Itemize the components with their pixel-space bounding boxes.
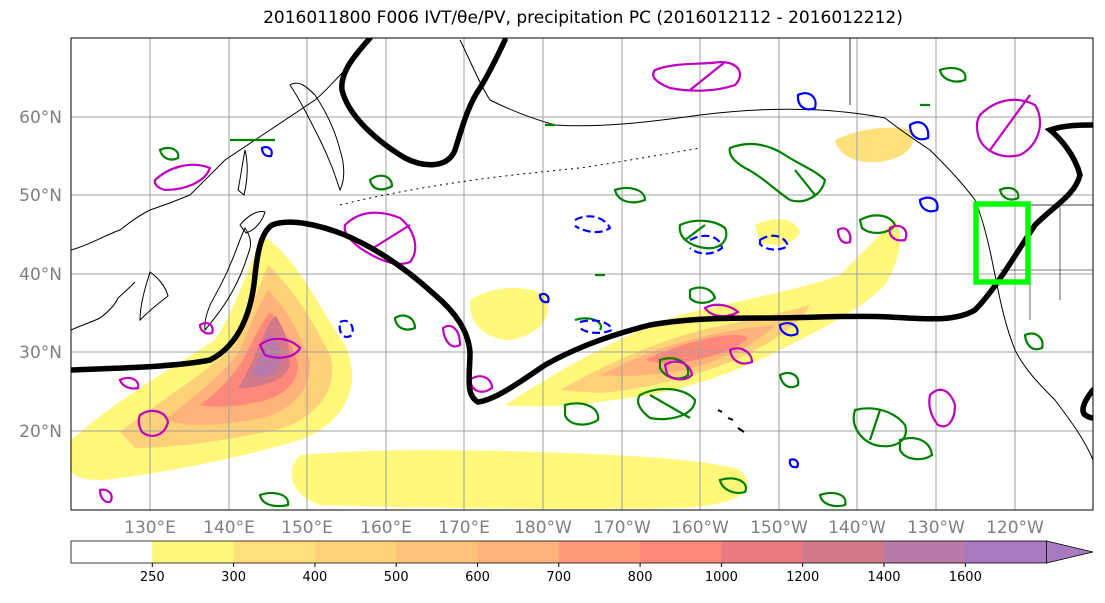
coast-east-asia	[71, 69, 346, 251]
lon-label-150w: 150°W	[750, 518, 808, 538]
ivt-core-east	[645, 334, 748, 364]
colorbar-segment	[152, 541, 235, 563]
lat-label-40: 40°N	[19, 265, 62, 285]
coast-japan	[204, 227, 251, 332]
colorbar-tick-label: 1200	[786, 570, 819, 585]
colorbar-segment	[721, 541, 804, 563]
ivt-subtropics	[291, 450, 748, 509]
colorbar-segment	[314, 541, 397, 563]
target-region-box	[973, 201, 1031, 285]
lon-label-130w: 130°W	[907, 518, 965, 538]
lon-label-160e: 160°E	[360, 518, 412, 538]
colorbar-segment	[884, 541, 966, 563]
lon-labels: 130°E 140°E 150°E 160°E 170°E 180°W 170°…	[124, 518, 1044, 538]
lat-label-20: 20°N	[19, 422, 62, 442]
colorbar-tick-label: 1000	[705, 570, 738, 585]
colorbar-segment	[802, 541, 885, 563]
colorbar-segment	[640, 541, 722, 563]
precip-contours	[158, 66, 1044, 508]
coast-na-west	[884, 117, 1093, 461]
coast-sakhalin	[237, 149, 248, 196]
colorbar-segment	[965, 541, 1048, 563]
pv-contours-negative	[260, 92, 939, 469]
colorbar-tick-label: 400	[302, 570, 327, 585]
lon-label-180w: 180°W	[514, 518, 572, 538]
lat-label-60: 60°N	[19, 108, 62, 128]
lon-label-140w: 140°W	[828, 518, 886, 538]
map-title: 2016011800 F006 IVT/θe/PV, precipitation…	[263, 8, 903, 28]
coastlines	[71, 38, 1093, 461]
colorbar-tick-label: 1600	[949, 570, 982, 585]
colorbar-tick-label: 1400	[867, 570, 900, 585]
lon-label-130e: 130°E	[124, 518, 176, 538]
colorbar-extend-arrow	[1046, 540, 1094, 564]
colorbar-tick-label: 800	[628, 570, 653, 585]
ivt-plume-east	[505, 220, 901, 407]
coast-china	[71, 281, 136, 331]
map-border	[70, 37, 1094, 511]
lon-label-120w: 120°W	[986, 518, 1044, 538]
colorbar-segment	[71, 541, 153, 563]
colorbar-tick-label: 250	[140, 570, 165, 585]
lat-label-30: 30°N	[19, 343, 62, 363]
lat-labels: 60°N 50°N 40°N 30°N 20°N	[19, 108, 62, 442]
lon-label-170w: 170°W	[593, 518, 651, 538]
theta-e-east	[1080, 387, 1093, 421]
theta-e-contours	[71, 38, 1093, 421]
coast-alaska	[459, 39, 886, 127]
lon-label-150e: 150°E	[281, 518, 333, 538]
ivt-mid-patch	[469, 288, 549, 340]
colorbar-tick-label: 600	[465, 570, 490, 585]
ivt-small-patch	[755, 219, 800, 245]
colorbar-segment	[396, 541, 478, 563]
lon-label-170e: 170°E	[438, 518, 490, 538]
colorbar-segment	[477, 541, 560, 563]
theta-e-main	[71, 122, 1093, 405]
lon-label-140e: 140°E	[203, 518, 255, 538]
ivt-gulf-alaska	[835, 127, 914, 163]
coast-korea	[139, 271, 169, 322]
coast-hokkaido	[239, 211, 266, 234]
colorbar-segment	[558, 541, 641, 563]
lat-label-50: 50°N	[19, 186, 62, 206]
theta-e-north	[339, 38, 508, 168]
colorbar-tick-label: 300	[221, 570, 246, 585]
lon-label-160w: 160°W	[671, 518, 729, 538]
coast-kamchatka	[289, 82, 345, 192]
colorbar-tick-label: 700	[546, 570, 571, 585]
colorbar-tick-label: 500	[384, 570, 409, 585]
coast-hawaii	[717, 409, 745, 433]
colorbar-segment	[233, 541, 316, 563]
colorbar: 250 300 400 500 600 700 800 1000 1200 1400 1600	[70, 540, 1094, 585]
